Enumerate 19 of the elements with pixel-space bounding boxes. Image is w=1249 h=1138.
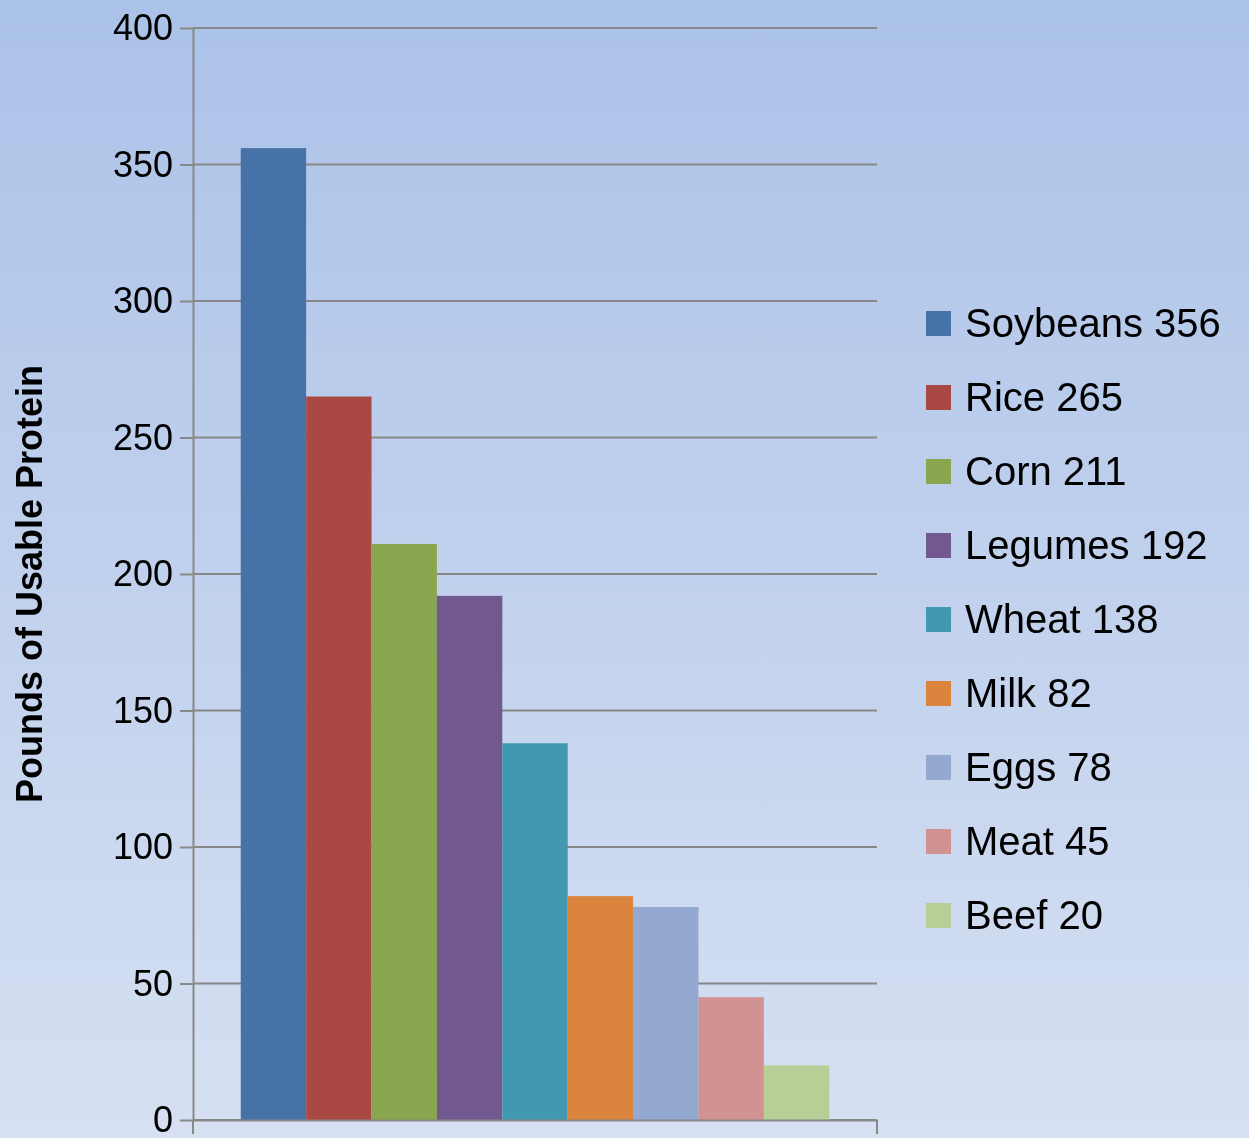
y-tick-label: 400 [112, 7, 173, 49]
y-tick-label: 250 [112, 416, 173, 458]
legend-label: Soybeans 356 [965, 301, 1221, 345]
legend-label: Beef 20 [965, 893, 1103, 937]
y-tick-label: 100 [112, 826, 173, 868]
legend-label: Legumes 192 [965, 523, 1208, 567]
legend-label: Meat 45 [965, 819, 1110, 863]
legend-label: Milk 82 [965, 671, 1092, 715]
y-tick-label: 200 [112, 553, 173, 595]
y-tick-label: 350 [112, 143, 173, 185]
legend-label: Rice 265 [965, 375, 1123, 419]
y-tick-label: 0 [152, 1099, 173, 1138]
y-tick-label: 150 [112, 689, 173, 731]
y-axis-title: Pounds of Usable Protein [9, 364, 50, 804]
legend-label: Corn 211 [965, 449, 1127, 493]
y-tick-label: 50 [132, 962, 173, 1004]
legend-label: Eggs 78 [965, 745, 1112, 789]
legend-label: Wheat 138 [965, 597, 1159, 641]
y-tick-label: 300 [112, 280, 173, 322]
